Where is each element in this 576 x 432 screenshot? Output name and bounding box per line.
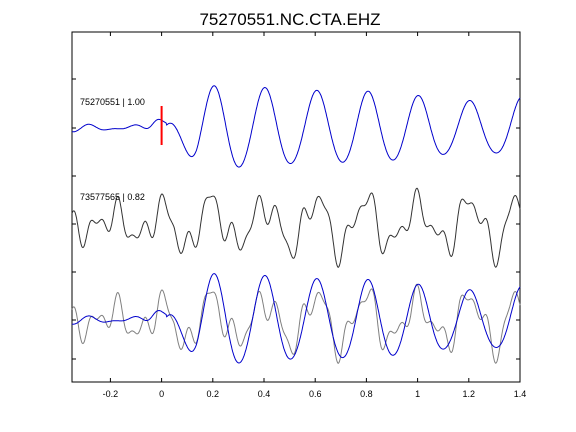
x-tick-label: 0.2 (207, 389, 220, 399)
chart-title: 75270551.NC.CTA.EHZ (199, 10, 380, 29)
trace-overlay-blue (71, 273, 521, 364)
x-tick-label: 0 (159, 389, 164, 399)
x-tick-label: 0.8 (360, 389, 373, 399)
x-tick-labels: -0.2 0 0.2 0.4 0.6 0.8 1 1.2 1.4 (103, 389, 527, 399)
plot-frame (71, 31, 521, 383)
x-tick-label: 0.4 (258, 389, 271, 399)
traces (71, 85, 521, 364)
x-tick-label: 0.6 (309, 389, 322, 399)
x-tick-label: 1.4 (514, 389, 527, 399)
trace-label-correlated: 73577565 | 0.82 (80, 192, 145, 202)
trace-correlated (71, 187, 521, 268)
trace-overlay-grey (71, 283, 521, 364)
axis-ticks (72, 32, 521, 382)
trace-reference (71, 85, 521, 168)
x-tick-label: 1 (415, 389, 420, 399)
x-tick-label: -0.2 (103, 389, 119, 399)
x-tick-label: 1.2 (463, 389, 476, 399)
trace-label-reference: 75270551 | 1.00 (80, 97, 145, 107)
